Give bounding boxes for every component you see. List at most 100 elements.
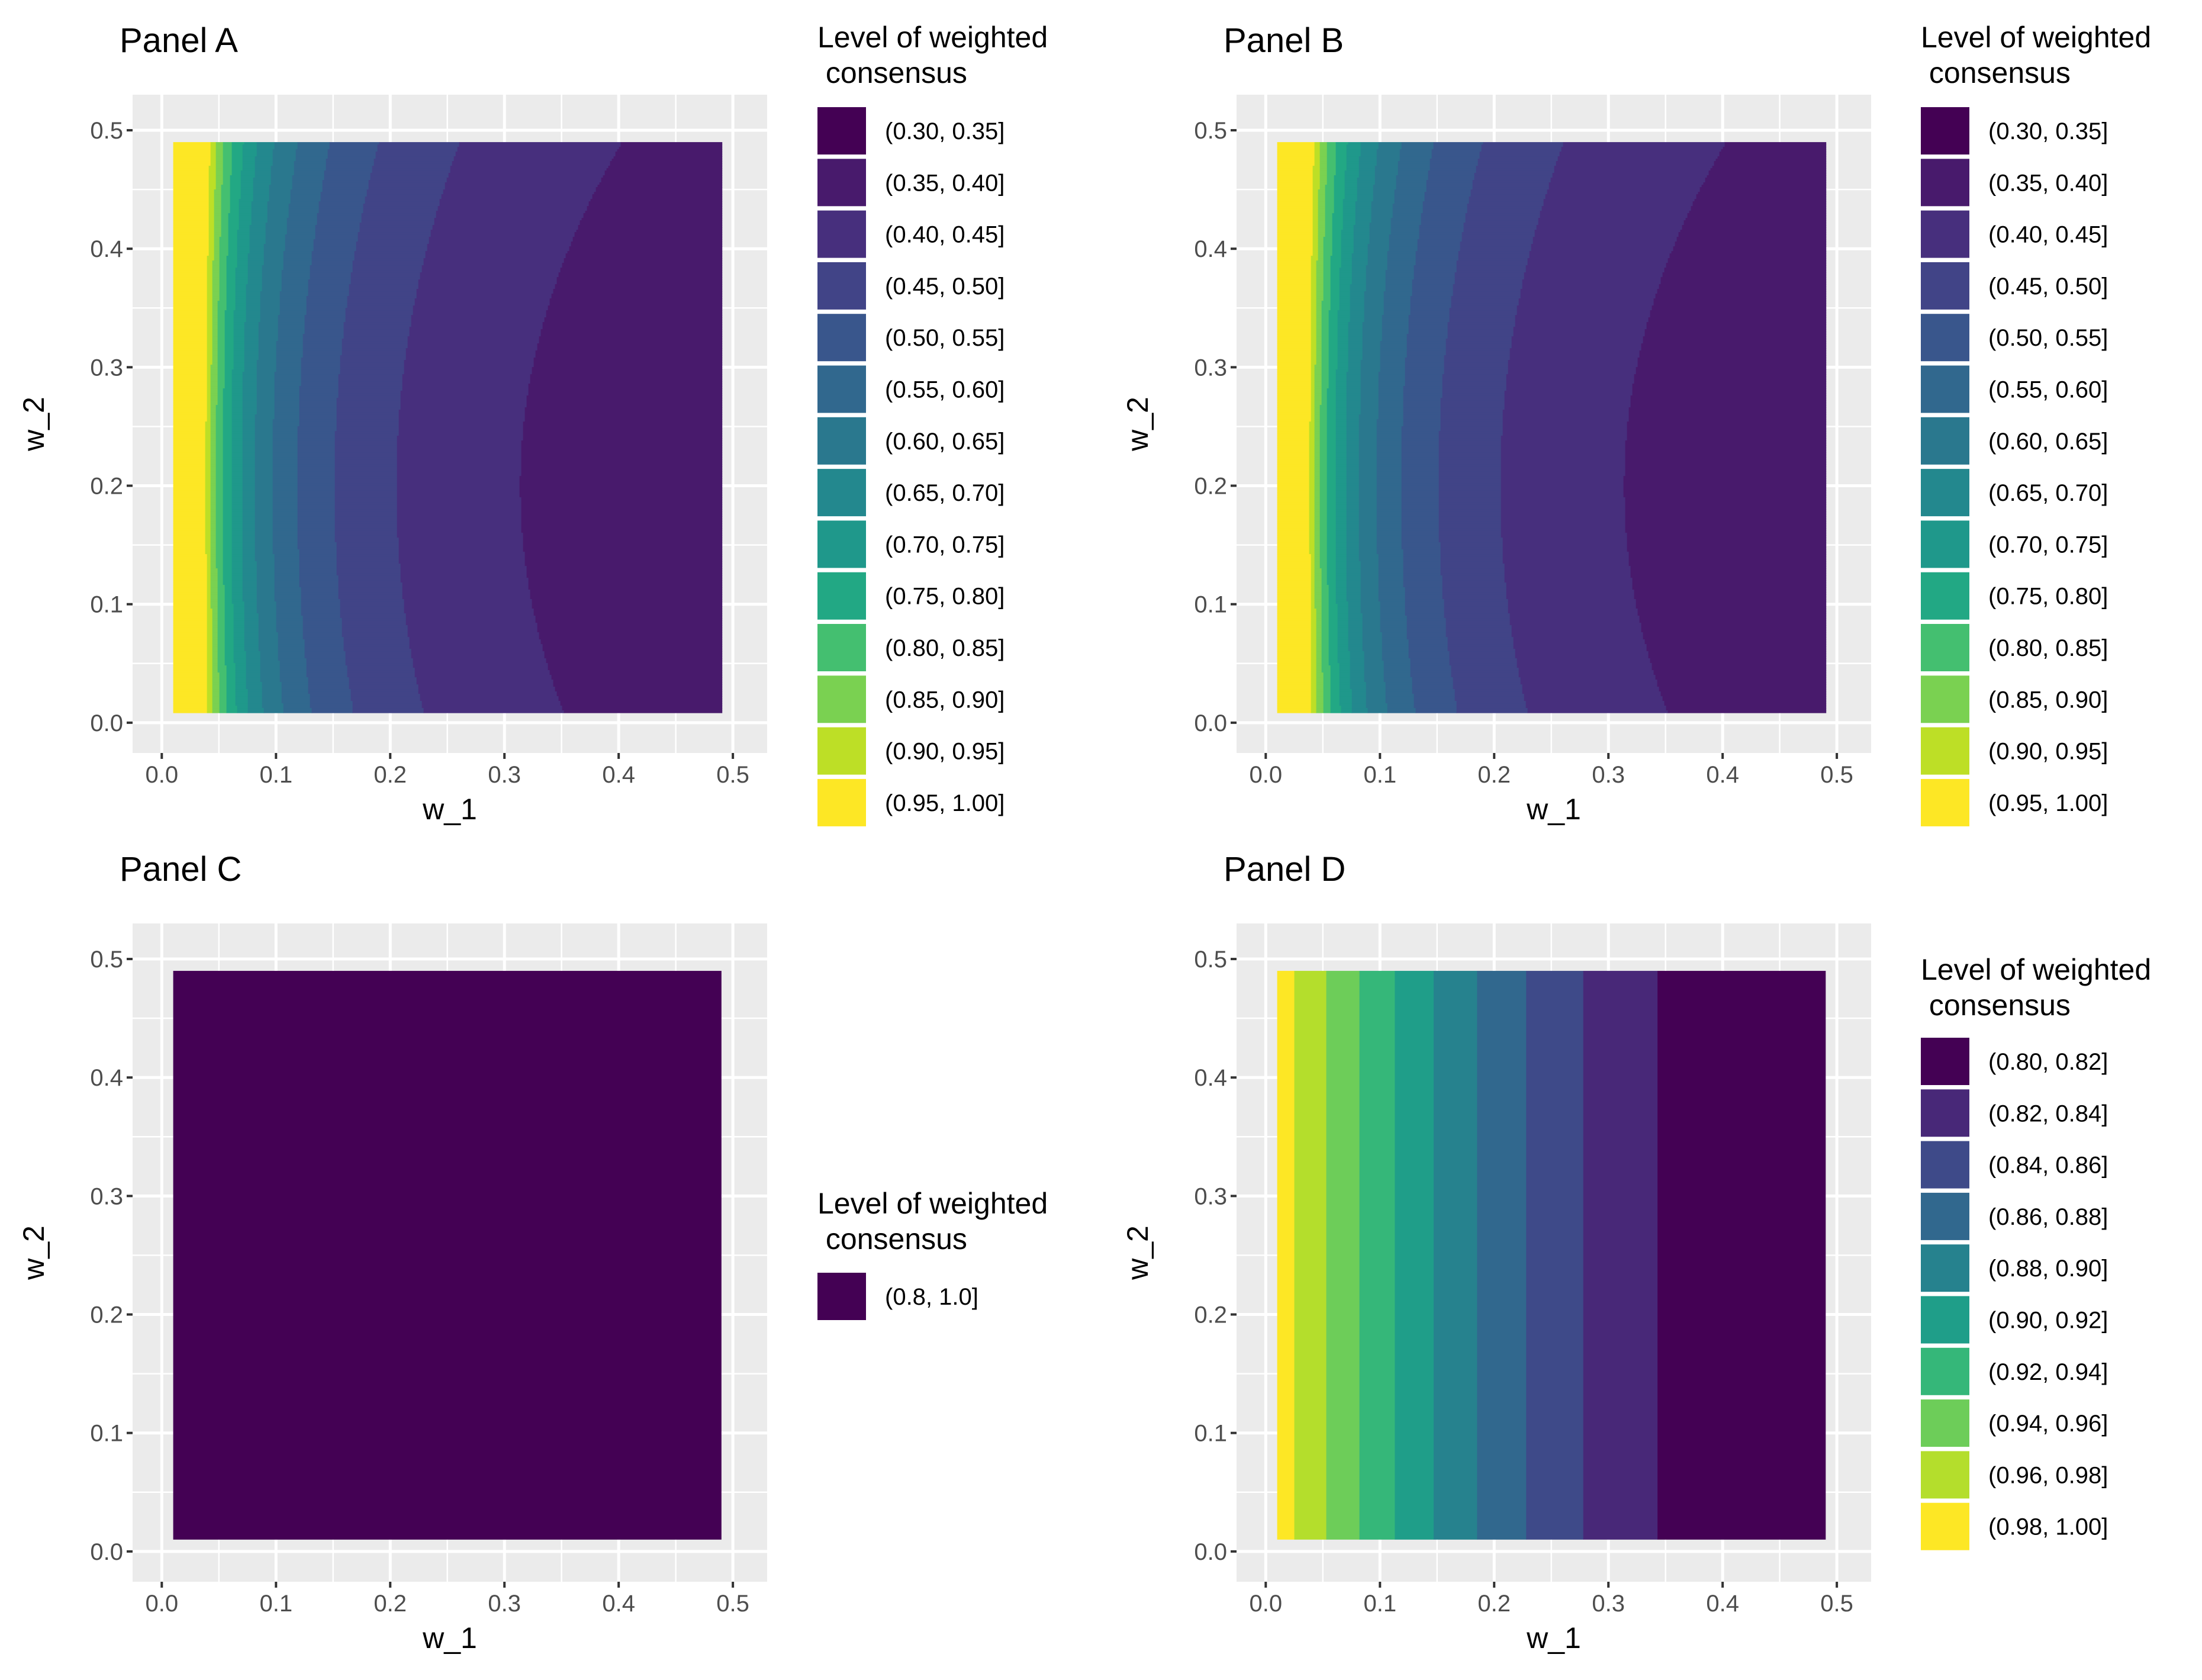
contour-cell <box>1705 180 1827 183</box>
contour-cell <box>1419 234 1463 237</box>
contour-cell <box>1277 376 1312 379</box>
contour-cell <box>242 445 256 448</box>
contour-cell <box>223 481 233 484</box>
contour-cell <box>210 405 217 408</box>
contour-cell <box>334 455 398 458</box>
contour-cell <box>205 485 211 488</box>
contour-cell <box>173 689 208 692</box>
contour-cell <box>1319 455 1328 458</box>
contour-cell <box>1332 237 1342 240</box>
contour-cell <box>212 623 218 626</box>
contour-cell <box>224 343 234 346</box>
contour-cell <box>230 201 240 204</box>
contour-cell <box>262 682 282 685</box>
contour-cell <box>1396 180 1427 183</box>
contour-cell <box>1392 208 1424 211</box>
contour-cell <box>334 452 398 455</box>
contour-cell <box>1311 374 1315 377</box>
contour-cell <box>1311 291 1317 294</box>
contour-cell <box>363 211 437 214</box>
contour-cell <box>173 220 210 223</box>
contour-cell <box>1316 272 1324 275</box>
contour-cell <box>207 649 213 652</box>
contour-cell <box>1328 381 1337 384</box>
contour-cell <box>519 493 723 495</box>
contour-cell <box>521 516 723 519</box>
contour-cell <box>1522 282 1662 285</box>
contour-cell <box>274 554 300 557</box>
contour-cell <box>242 585 257 588</box>
contour-cell <box>246 668 261 671</box>
contour-cell <box>173 651 208 654</box>
contour-cell <box>221 232 229 235</box>
contour-cell <box>1682 225 1827 228</box>
contour-cell <box>1314 417 1321 420</box>
contour-cell <box>1355 206 1372 209</box>
contour-cell <box>173 400 208 403</box>
contour-cell <box>1683 223 1827 226</box>
contour-cell <box>219 249 229 252</box>
contour-cell <box>304 317 346 320</box>
contour-cell <box>1321 372 1329 375</box>
contour-cell <box>329 147 378 150</box>
contour-surface <box>1277 142 1827 713</box>
contour-cell <box>1314 403 1322 405</box>
contour-cell <box>526 398 723 401</box>
contour-cell <box>1541 206 1692 209</box>
contour-cell <box>1639 355 1827 358</box>
contour-cell <box>173 350 208 353</box>
contour-cell <box>1335 438 1347 441</box>
contour-cell <box>404 365 535 368</box>
contour-cell <box>215 559 224 562</box>
contour-cell <box>1319 182 1328 185</box>
contour-cell <box>249 234 266 237</box>
contour-cell <box>1426 180 1473 183</box>
contour-cell <box>400 398 527 401</box>
contour-cell <box>340 609 405 612</box>
contour-cell <box>272 436 298 439</box>
contour-cell <box>1327 426 1337 429</box>
contour-cell <box>231 388 243 391</box>
contour-cell <box>310 265 353 268</box>
contour-cell <box>224 630 234 633</box>
contour-cell <box>297 483 336 486</box>
contour-cell <box>532 372 723 375</box>
contour-cell <box>1330 275 1340 278</box>
contour-cell <box>311 710 353 713</box>
contour-cell <box>231 538 243 540</box>
contour-cell <box>242 547 256 550</box>
contour-cell <box>214 208 222 211</box>
contour-cell <box>1335 152 1347 155</box>
contour-cell <box>558 272 723 275</box>
contour-cell <box>249 249 265 252</box>
contour-cell <box>1366 279 1386 282</box>
contour-cell <box>271 175 293 178</box>
contour-cell <box>207 327 213 330</box>
contour-cell <box>279 298 307 301</box>
contour-cell <box>434 223 581 226</box>
contour-cell <box>212 632 218 635</box>
contour-cell <box>317 213 362 216</box>
contour-cell <box>210 426 217 429</box>
contour-cell <box>173 256 208 259</box>
contour-cell <box>347 665 414 668</box>
contour-cell <box>212 358 218 361</box>
contour-cell <box>233 654 247 656</box>
contour-cell <box>217 379 226 382</box>
contour-cell <box>1639 350 1827 353</box>
contour-cell <box>334 464 398 467</box>
contour-cell <box>258 623 277 626</box>
contour-cell <box>235 675 247 678</box>
contour-cell <box>372 168 451 171</box>
contour-cell <box>276 601 302 604</box>
contour-cell <box>1467 208 1543 211</box>
contour-cell <box>173 360 208 363</box>
contour-cell <box>398 433 524 436</box>
contour-cell <box>352 703 423 706</box>
contour-cell <box>173 178 210 181</box>
contour-cell <box>1330 303 1340 306</box>
contour-cell <box>223 438 233 441</box>
contour-cell <box>217 601 226 604</box>
contour-cell <box>256 144 275 147</box>
contour-cell <box>397 471 522 474</box>
